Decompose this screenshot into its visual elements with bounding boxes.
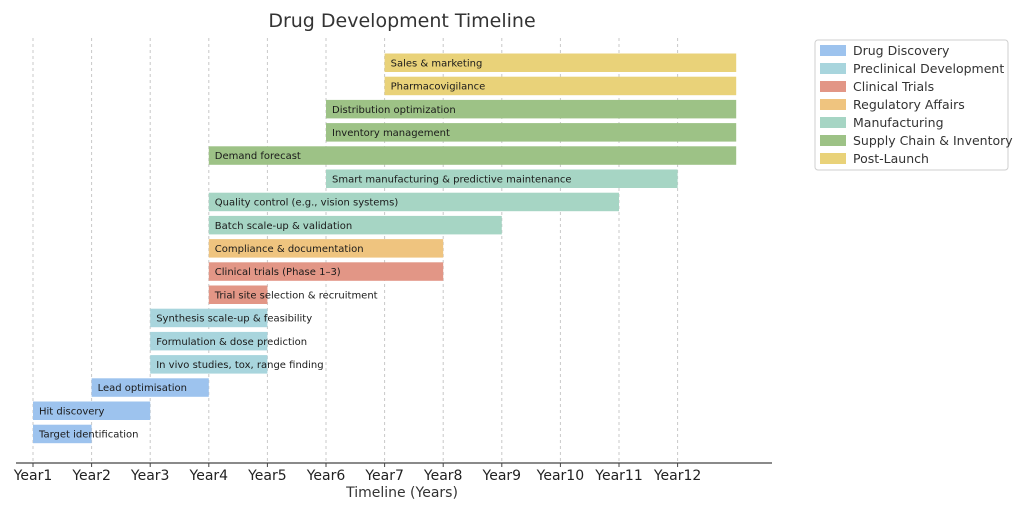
legend-item-label: Manufacturing: [853, 115, 944, 130]
bar-layer: Target identification Hit discovery Lead o…: [33, 53, 737, 444]
legend-item-label: Drug Discovery: [853, 43, 950, 58]
task-bar: [150, 308, 268, 328]
task-bar-group: Hit discovery: [33, 401, 151, 420]
task-bar-group: Demand forecast: [208, 146, 737, 165]
task-label: Pharmacovigilance: [391, 82, 486, 93]
task-label: Batch scale-up & validation: [215, 221, 352, 232]
x-tick-label: Year10: [536, 468, 584, 484]
task-bar-group: Trial site selection & recruitment: [208, 285, 378, 304]
task-bar-group: Smart manufacturing & predictive mainten…: [326, 169, 678, 188]
legend-swatch: [820, 45, 846, 56]
task-label: Lead optimisation: [98, 383, 187, 394]
task-label: In vivo studies, tox, range finding: [156, 360, 323, 371]
legend-item-label: Regulatory Affairs: [853, 97, 965, 112]
legend-swatch: [820, 153, 846, 164]
x-tick-label: Year5: [247, 468, 287, 484]
chart-title: Drug Development Timeline: [268, 10, 535, 32]
task-label: Clinical trials (Phase 1–3): [215, 267, 341, 278]
task-bar: [208, 146, 737, 165]
task-bar-group: Synthesis scale-up & feasibility: [150, 308, 312, 328]
task-bar-group: Lead optimisation: [91, 378, 209, 397]
task-bar-group: Quality control (e.g., vision systems): [208, 192, 620, 212]
x-tick-label: Year9: [482, 468, 522, 484]
task-bar-group: Formulation & dose prediction: [150, 331, 307, 351]
legend-swatch: [820, 81, 846, 92]
x-axis-label: Timeline (Years): [345, 485, 458, 501]
x-tick-label: Year2: [71, 468, 111, 484]
x-tick-label: Year1: [13, 468, 53, 484]
x-axis: Year1 Year2 Year3 Year4 Year5 Year6 Year7 Year8…: [13, 462, 772, 484]
legend: Drug Discovery Preclinical Development Cli…: [814, 39, 1013, 171]
task-bar: [326, 99, 737, 119]
legend-box: [814, 39, 1009, 171]
task-bar-group: Compliance & documentation: [208, 239, 444, 258]
task-bar: [33, 424, 92, 444]
task-label: Inventory management: [332, 128, 450, 139]
x-tick-label: Year6: [306, 468, 346, 484]
x-tick-label: Year3: [130, 468, 170, 484]
task-bar: [208, 239, 444, 258]
task-bar: [208, 285, 268, 304]
legend-swatch: [820, 117, 846, 128]
task-bar: [208, 262, 444, 281]
task-bar: [150, 331, 268, 351]
task-label: Demand forecast: [215, 151, 301, 162]
x-tick-label: Year7: [364, 468, 404, 484]
task-label: Target identification: [38, 430, 139, 441]
task-bar: [326, 169, 678, 188]
task-label: Compliance & documentation: [215, 244, 364, 255]
task-label: Sales & marketing: [391, 58, 483, 69]
task-label: Trial site selection & recruitment: [214, 290, 378, 301]
task-bar-group: Target identification: [33, 424, 139, 444]
task-bar-group: Inventory management: [326, 123, 737, 142]
legend-item-label: Supply Chain & Inventory: [853, 133, 1013, 148]
task-label: Synthesis scale-up & feasibility: [156, 314, 312, 325]
task-bar-group: In vivo studies, tox, range finding: [150, 355, 324, 374]
task-label: Quality control (e.g., vision systems): [215, 198, 399, 209]
task-label: Hit discovery: [39, 406, 105, 417]
x-tick-label: Year12: [653, 468, 701, 484]
task-bar: [208, 215, 502, 235]
legend-item-label: Preclinical Development: [853, 61, 1004, 76]
task-label: Distribution optimization: [332, 105, 456, 116]
x-tick-label: Year4: [189, 468, 229, 484]
task-bar: [384, 76, 737, 96]
legend-swatch: [820, 135, 846, 146]
task-bar: [33, 401, 151, 420]
task-label: Smart manufacturing & predictive mainten…: [332, 174, 572, 185]
x-tick-label: Year8: [423, 468, 463, 484]
x-tick-label: Year11: [594, 468, 642, 484]
task-bar: [326, 123, 737, 142]
task-bar-group: Sales & marketing: [384, 53, 737, 72]
task-bar-group: Pharmacovigilance: [384, 76, 737, 96]
task-bar-group: Distribution optimization: [326, 99, 737, 119]
legend-swatch: [820, 63, 846, 74]
task-bar: [384, 53, 737, 72]
task-label: Formulation & dose prediction: [156, 337, 307, 348]
task-bar: [150, 355, 268, 374]
task-bar-group: Clinical trials (Phase 1–3): [208, 262, 444, 281]
task-bar: [91, 378, 209, 397]
task-bar: [208, 192, 620, 212]
task-bar-group: Batch scale-up & validation: [208, 215, 502, 235]
legend-swatch: [820, 99, 846, 110]
legend-item-label: Clinical Trials: [853, 79, 934, 94]
legend-item-label: Post-Launch: [853, 151, 929, 166]
